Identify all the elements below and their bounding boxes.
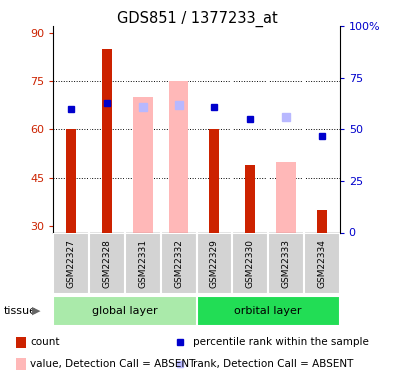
Bar [245, 165, 255, 232]
Bar [16, 358, 26, 370]
Bar [89, 232, 125, 294]
Text: rank, Detection Call = ABSENT: rank, Detection Call = ABSENT [193, 359, 353, 369]
Bar [16, 337, 26, 348]
Bar [197, 232, 232, 294]
Text: percentile rank within the sample: percentile rank within the sample [193, 338, 369, 347]
Bar [276, 162, 296, 232]
Bar [169, 81, 188, 232]
Text: GSM22329: GSM22329 [210, 239, 219, 288]
Bar [102, 49, 112, 232]
Bar [197, 296, 340, 326]
Text: value, Detection Call = ABSENT: value, Detection Call = ABSENT [30, 359, 196, 369]
Text: count: count [30, 338, 60, 347]
Text: GSM22331: GSM22331 [138, 239, 147, 288]
Bar [209, 129, 220, 232]
Text: GSM22330: GSM22330 [246, 239, 255, 288]
Text: GSM22334: GSM22334 [317, 239, 326, 288]
Text: orbital layer: orbital layer [234, 306, 302, 316]
Bar [161, 232, 197, 294]
Text: GDS851 / 1377233_at: GDS851 / 1377233_at [117, 11, 278, 27]
Bar [232, 232, 268, 294]
Bar [268, 232, 304, 294]
Bar [66, 129, 76, 232]
Bar [133, 97, 152, 232]
Bar [304, 232, 340, 294]
Text: tissue: tissue [4, 306, 37, 316]
Bar [317, 210, 327, 232]
Text: ▶: ▶ [32, 306, 41, 316]
Text: GSM22332: GSM22332 [174, 239, 183, 288]
Text: GSM22327: GSM22327 [67, 239, 76, 288]
Text: GSM22328: GSM22328 [103, 239, 111, 288]
Bar [53, 232, 89, 294]
Text: GSM22333: GSM22333 [282, 239, 290, 288]
Text: global layer: global layer [92, 306, 158, 316]
Bar [125, 232, 161, 294]
Bar [53, 296, 197, 326]
